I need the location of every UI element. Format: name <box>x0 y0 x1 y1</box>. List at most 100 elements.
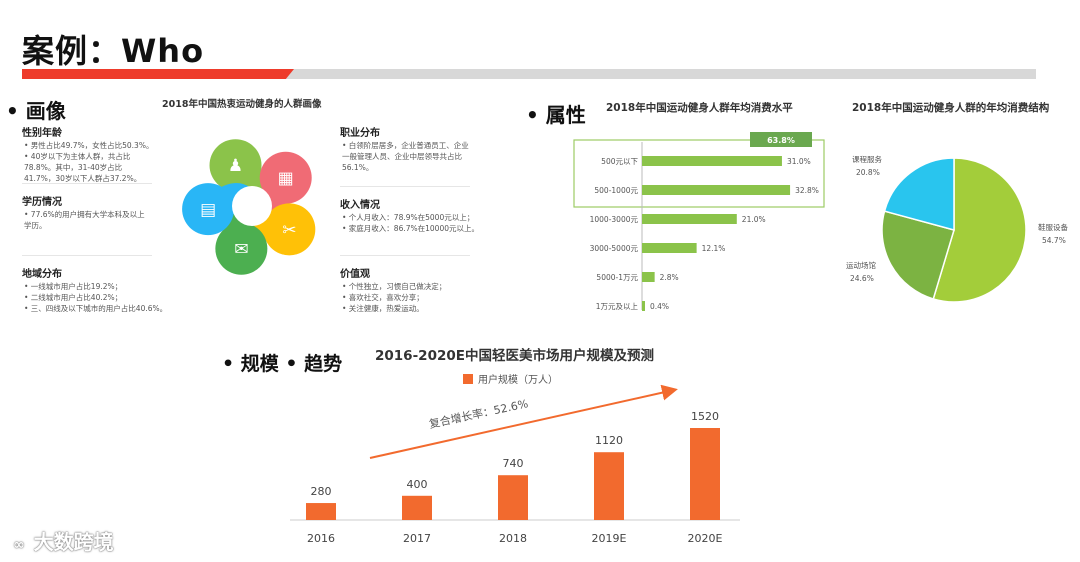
pie-value-label: 20.8% <box>856 168 880 177</box>
divider <box>340 255 470 256</box>
growth-arrow <box>369 384 678 459</box>
value-label: 0.4% <box>650 302 669 311</box>
petal-2 <box>263 203 316 256</box>
highlight-total-label: 63.8% <box>767 136 795 145</box>
right-block-heading-0: 职业分布 <box>340 128 380 139</box>
market-scale-chart: 用户规模（万人） 280 2016 400 2017 740 2018 1120 2019E 15… <box>290 373 740 545</box>
highlight-total-badge <box>750 132 812 147</box>
left-block-line: 41.7%，30岁以下人群占37.2%。 <box>24 174 142 183</box>
flower-center <box>232 186 272 226</box>
petal-3 <box>215 222 268 275</box>
consumption-level-title: 2018年中国运动健身人群年均消费水平 <box>606 102 793 114</box>
left-block-line: • 一线城市用户占比19.2%； <box>24 282 123 291</box>
data-label: 740 <box>503 457 524 470</box>
bar-500元以下 <box>642 156 782 166</box>
bar-2018 <box>498 475 528 520</box>
market-scale-title: 2016-2020E中国轻医美市场用户规模及预测 <box>375 348 654 364</box>
highlight-box <box>573 139 825 208</box>
left-block-line: • 男性占比49.7%，女性占比50.3%。 <box>24 141 154 150</box>
left-block-heading-2: 地域分布 <box>22 269 62 280</box>
watermark-logo: ∞ 大数跨境 <box>8 526 114 555</box>
bar-2019E <box>594 452 624 520</box>
pie-label: 鞋服设备 <box>1038 222 1068 232</box>
left-block-line: • 40岁以下为主体人群，共占比 <box>24 152 131 161</box>
watermark-text: 大数跨境 <box>33 530 114 554</box>
right-block-line: • 白领阶层居多，企业普通员工、企业 <box>342 141 469 150</box>
bar-2020E <box>690 428 720 520</box>
right-block-heading-2: 价值观 <box>340 269 370 280</box>
legend-swatch <box>463 374 473 384</box>
consumption-level-chart: 63.8% 500元以下 31.0% 500-1000元 32.8% 1000-3000元… <box>573 132 825 311</box>
tick-label: 2018 <box>499 532 527 545</box>
category-label: 500-1000元 <box>594 186 638 195</box>
value-label: 12.1% <box>702 244 726 253</box>
data-label: 400 <box>407 478 428 491</box>
right-block-text-1: • 个人月收入：78.9%在5000元以上； • 家庭月收入：86.7%在1000… <box>342 212 479 234</box>
petal-1 <box>259 151 312 204</box>
chart-icon: ▦ <box>278 169 294 189</box>
right-block-line: • 个性独立，习惯自己做决定； <box>342 282 447 291</box>
right-block-line: • 家庭月收入：86.7%在10000元以上。 <box>342 224 479 233</box>
portrait-flower-graphic: ♟ ▦ ✂ ✉ ▤ <box>182 139 316 275</box>
tick-label: 2017 <box>403 532 431 545</box>
left-block-line: • 二线城市用户占比40.2%； <box>24 293 123 302</box>
left-block-text-1: • 77.6%的用户拥有大学本科及以上 学历。 <box>24 209 145 231</box>
left-block-line: 学历。 <box>24 221 47 230</box>
left-block-line: • 77.6%的用户拥有大学本科及以上 <box>24 210 145 219</box>
pie-slice-课程服务 <box>883 157 955 231</box>
right-block-line: 56.1%。 <box>342 163 374 172</box>
tick-label: 2019E <box>592 532 627 545</box>
right-block-text-0: • 白领阶层居多，企业普通员工、企业 一般管理人员、企业中层领导共占比 56.1… <box>342 140 469 173</box>
left-block-heading-0: 性别年龄 <box>22 128 62 139</box>
divider <box>22 255 152 256</box>
consumption-structure-title: 2018年中国运动健身人群的年均消费结构 <box>852 102 1050 114</box>
title-underline <box>22 69 1036 79</box>
left-block-text-2: • 一线城市用户占比19.2%； • 二线城市用户占比40.2%； • 三、四线及以… <box>24 281 167 314</box>
bar-2017 <box>402 495 432 520</box>
bar-1万元及以上 <box>642 301 645 311</box>
petal-4 <box>182 183 235 236</box>
portrait-title: 2018年中国热衷运动健身的人群画像 <box>162 99 322 110</box>
section-scale: • 规模 • 趋势 <box>222 353 343 375</box>
pie-label: 课程服务 <box>852 154 882 164</box>
user-icon: ♟ <box>228 156 243 176</box>
bar-5000-1万元 <box>642 272 655 282</box>
section-attributes: • 属性 <box>526 103 586 127</box>
consumption-structure-pie: 鞋服设备 54.7% 运动场馆 24.6% 课程服务 20.8% <box>846 154 1068 303</box>
pie-slice-运动场馆 <box>881 210 955 300</box>
tools-icon: ✂ <box>282 220 296 240</box>
bar-3000-5000元 <box>642 243 697 253</box>
bar-2016 <box>306 503 336 520</box>
left-block-line: • 三、四线及以下城市的用户占比40.6%。 <box>24 304 168 313</box>
pie-value-label: 54.7% <box>1042 236 1066 245</box>
section-portrait: • 画像 <box>6 99 66 123</box>
value-label: 21.0% <box>742 215 766 224</box>
legend-label: 用户规模（万人） <box>478 373 558 386</box>
document-icon: ▤ <box>200 200 216 220</box>
divider <box>22 183 152 184</box>
value-label: 2.8% <box>660 273 679 282</box>
petal-0 <box>209 139 262 192</box>
data-label: 1120 <box>595 434 623 447</box>
right-block-line: 一般管理人员、企业中层领导共占比 <box>342 152 462 161</box>
data-label: 280 <box>311 485 332 498</box>
title-accent-bar <box>22 69 294 79</box>
left-block-line: 78.8%。其中，31-40岁占比 <box>24 163 123 172</box>
pie-value-label: 24.6% <box>850 274 874 283</box>
right-block-heading-1: 收入情况 <box>340 200 380 211</box>
tick-label: 2016 <box>307 532 335 545</box>
category-label: 5000-1万元 <box>596 273 638 282</box>
left-block-text-0: • 男性占比49.7%，女性占比50.3%。 • 40岁以下为主体人群，共占比 7… <box>24 140 153 184</box>
page-title: 案例：Who <box>22 32 205 70</box>
right-block-line: • 喜欢社交，喜欢分享； <box>342 293 424 302</box>
bar-500-1000元 <box>642 185 791 195</box>
pie-label: 运动场馆 <box>846 260 876 270</box>
category-label: 1万元及以上 <box>596 302 639 311</box>
right-block-line: • 个人月收入：78.9%在5000元以上； <box>342 213 475 222</box>
divider <box>340 186 470 187</box>
data-label: 1520 <box>691 410 719 423</box>
chat-icon: ✉ <box>234 240 248 260</box>
right-block-line: • 关注健康，热爱运动。 <box>342 304 424 313</box>
right-block-text-2: • 个性独立，习惯自己做决定； • 喜欢社交，喜欢分享； • 关注健康，热爱运动。 <box>342 281 446 314</box>
category-label: 500元以下 <box>601 157 638 166</box>
